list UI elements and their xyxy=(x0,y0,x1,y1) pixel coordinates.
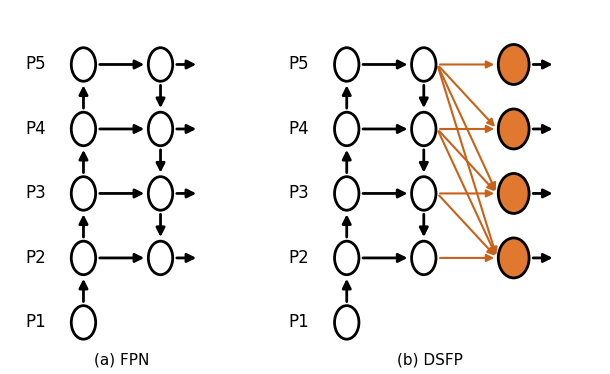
Text: P5: P5 xyxy=(289,55,309,73)
Ellipse shape xyxy=(334,306,359,339)
Ellipse shape xyxy=(71,177,96,210)
Text: P4: P4 xyxy=(25,120,46,138)
Text: (b) DSFP: (b) DSFP xyxy=(397,352,463,367)
Ellipse shape xyxy=(148,112,173,146)
Text: (a) FPN: (a) FPN xyxy=(95,352,149,367)
Text: P5: P5 xyxy=(25,55,46,73)
Ellipse shape xyxy=(498,238,529,278)
Text: P3: P3 xyxy=(25,184,46,202)
Ellipse shape xyxy=(334,48,359,81)
Ellipse shape xyxy=(498,174,529,214)
Text: P2: P2 xyxy=(25,249,46,267)
Ellipse shape xyxy=(498,109,529,149)
Ellipse shape xyxy=(334,241,359,275)
Text: P1: P1 xyxy=(25,313,46,331)
Ellipse shape xyxy=(334,112,359,146)
Ellipse shape xyxy=(148,48,173,81)
Ellipse shape xyxy=(498,45,529,85)
Ellipse shape xyxy=(148,177,173,210)
Text: P1: P1 xyxy=(288,313,309,331)
Ellipse shape xyxy=(148,241,173,275)
Ellipse shape xyxy=(71,48,96,81)
Ellipse shape xyxy=(71,241,96,275)
Text: P3: P3 xyxy=(288,184,309,202)
Ellipse shape xyxy=(412,112,436,146)
Text: P4: P4 xyxy=(289,120,309,138)
Ellipse shape xyxy=(334,177,359,210)
Ellipse shape xyxy=(71,306,96,339)
Ellipse shape xyxy=(412,241,436,275)
Ellipse shape xyxy=(412,48,436,81)
Ellipse shape xyxy=(412,177,436,210)
Ellipse shape xyxy=(71,112,96,146)
Text: P2: P2 xyxy=(288,249,309,267)
